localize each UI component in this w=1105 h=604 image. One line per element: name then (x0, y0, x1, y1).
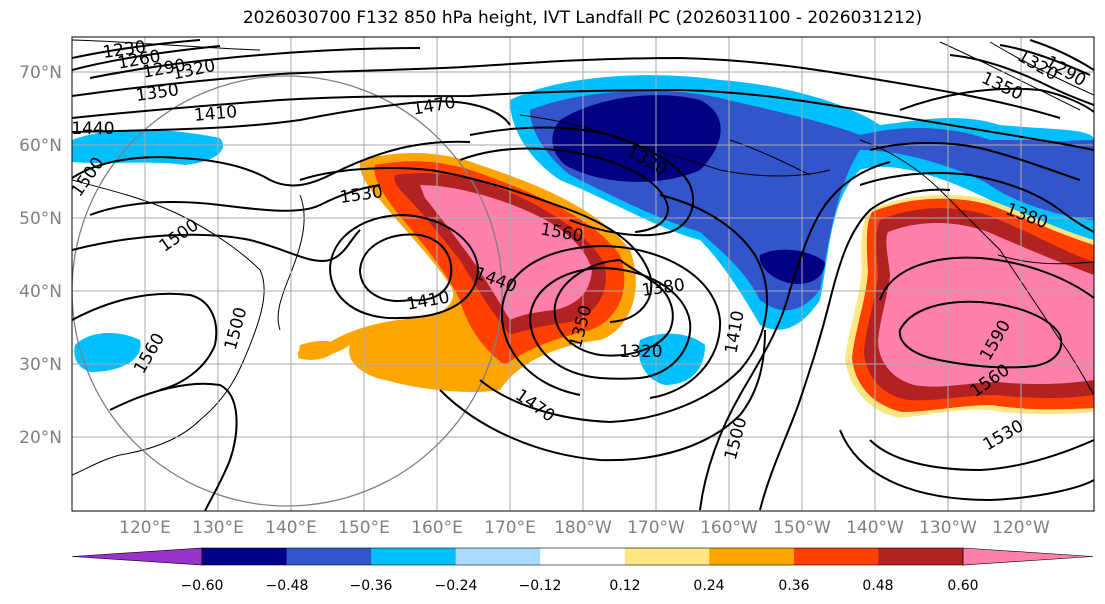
lon-label: 160°W (700, 518, 758, 538)
longitude-labels: 120°E 130°E 140°E 150°E 160°E 170°E 180°… (119, 518, 1050, 538)
gridlines (72, 37, 1094, 511)
colorbar-tick: 0.48 (862, 578, 893, 594)
contour-label: 1320 (619, 342, 662, 362)
colorbar-cell (878, 548, 964, 565)
figure-title: 2026030700 F132 850 hPa height, IVT Land… (242, 8, 923, 28)
colorbar-cell (962, 547, 1094, 566)
colorbar-cell (371, 548, 457, 565)
map-frame (71, 36, 1095, 512)
lat-label: 20°N (19, 428, 62, 448)
lon-label: 150°W (773, 518, 831, 538)
colorbar: −0.60 −0.48 −0.36 −0.24 −0.12 0.12 0.24 … (71, 547, 1094, 594)
height-contours (72, 39, 1094, 511)
positive-anomaly-fields (297, 153, 1094, 418)
contour-label: 1410 (193, 102, 238, 126)
map-area: 1230 1260 1290 1320 1350 1410 1440 1470 … (71, 37, 1094, 511)
colorbar-tick: 0.12 (609, 578, 640, 594)
lon-label: 140°W (846, 518, 904, 538)
range-circle (72, 75, 503, 507)
lat-label: 50°N (19, 209, 62, 229)
colorbar-cell (286, 548, 372, 565)
colorbar-tick: −0.60 (181, 578, 224, 594)
colorbar-cell (71, 547, 203, 566)
contour-label: 1440 (71, 119, 114, 139)
lat-label: 30°N (19, 355, 62, 375)
lon-label: 120°E (119, 518, 171, 538)
colorbar-tick: 0.24 (693, 578, 724, 594)
colorbar-cell (455, 548, 541, 565)
lat-label: 40°N (19, 282, 62, 302)
colorbar-tick: −0.24 (435, 578, 478, 594)
lon-label: 150°E (338, 518, 390, 538)
colorbar-cell (540, 548, 626, 565)
colorbar-cell (202, 548, 288, 565)
colorbar-cell (793, 548, 879, 565)
colorbar-cell (624, 548, 710, 565)
lon-label: 130°E (192, 518, 244, 538)
latitude-labels: 70°N 60°N 50°N 40°N 30°N 20°N (19, 63, 62, 448)
lon-label: 140°E (265, 518, 317, 538)
colorbar-cell (709, 548, 795, 565)
lon-label: 170°E (484, 518, 536, 538)
colorbar-tick: −0.48 (266, 578, 309, 594)
lat-label: 60°N (19, 136, 62, 156)
lon-label: 160°E (411, 518, 463, 538)
lon-label: 170°W (627, 518, 685, 538)
lon-label: 180°W (554, 518, 612, 538)
colorbar-tick: 0.60 (947, 578, 978, 594)
coastlines (72, 39, 1094, 476)
lat-label: 70°N (19, 63, 62, 83)
lon-label: 130°W (919, 518, 977, 538)
colorbar-tick: 0.36 (778, 578, 809, 594)
colorbar-frame (201, 547, 964, 566)
lon-label: 120°W (992, 518, 1050, 538)
colorbar-tick: −0.36 (350, 578, 393, 594)
colorbar-tick: −0.12 (519, 578, 562, 594)
